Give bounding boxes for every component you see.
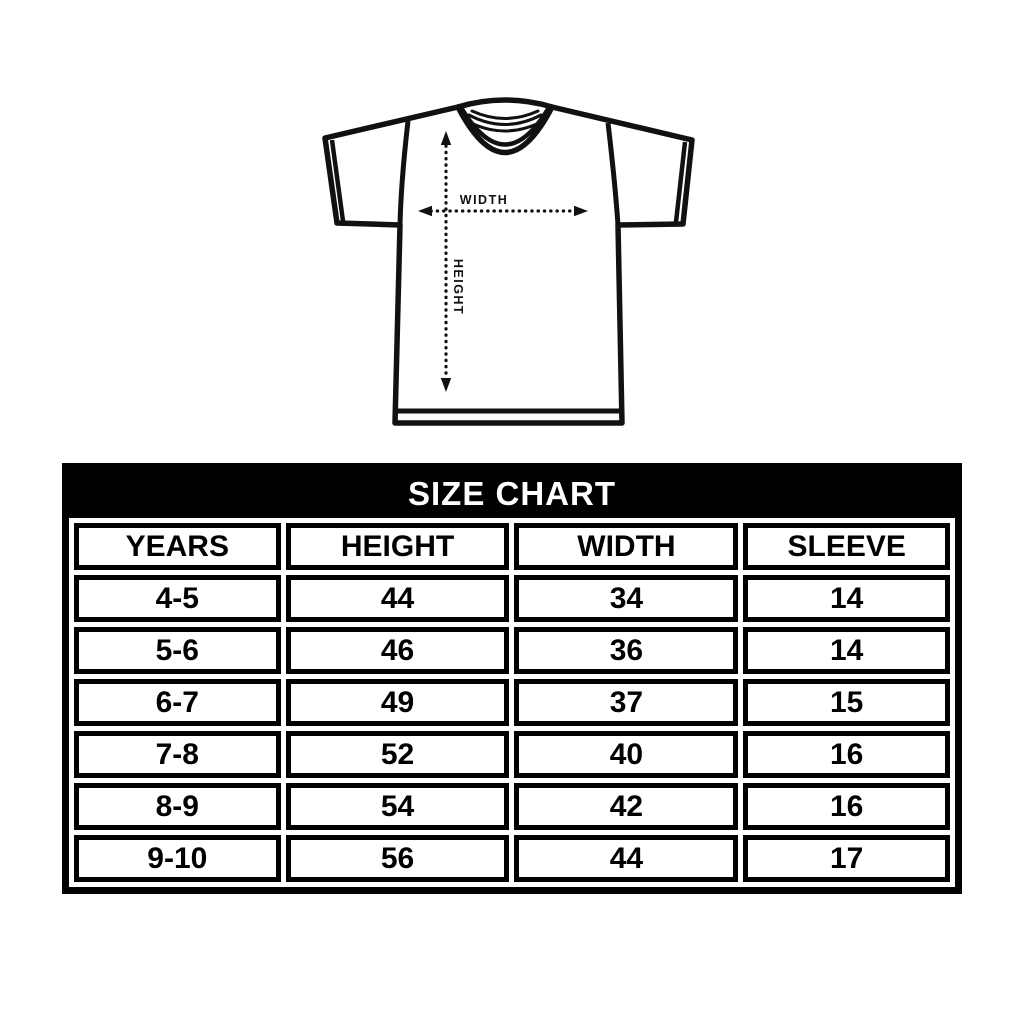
table-cell: 16	[743, 731, 950, 778]
col-header-height: HEIGHT	[285, 523, 510, 570]
table-cell: 8-9	[74, 783, 281, 830]
table-row: 9-10 56 44 17	[74, 835, 950, 882]
table-row: 7-8 52 40 16	[74, 731, 950, 778]
table-row: 4-5 44 34 14	[74, 575, 950, 622]
right-armhole-seam	[605, 122, 621, 226]
width-arrowhead-right	[574, 205, 588, 217]
left-cuff-line	[329, 139, 346, 222]
left-armhole-seam	[397, 120, 411, 226]
table-cell: 7-8	[74, 731, 281, 778]
table-cell: 14	[743, 575, 950, 622]
col-header-sleeve: SLEEVE	[743, 523, 950, 570]
table-cell: 56	[285, 835, 510, 882]
table-header-row: YEARS HEIGHT WIDTH SLEEVE	[74, 523, 950, 570]
table-cell: 44	[285, 575, 510, 622]
table-row: 5-6 46 36 14	[74, 627, 950, 674]
table-cell: 40	[514, 731, 739, 778]
table-cell: 4-5	[74, 575, 281, 622]
width-arrowhead-left	[418, 205, 432, 217]
table-cell: 52	[285, 731, 510, 778]
table-cell: 46	[285, 627, 510, 674]
table-cell: 44	[514, 835, 739, 882]
table-cell: 16	[743, 783, 950, 830]
table-cell: 5-6	[74, 627, 281, 674]
size-table-body: 4-5 44 34 14 5-6 46 36 14 6-7 49 37 15 7-8 52 40 16 8-9 5…	[74, 575, 950, 882]
table-cell: 54	[285, 783, 510, 830]
width-dimension-label: WIDTH	[460, 193, 508, 207]
table-cell: 9-10	[74, 835, 281, 882]
table-cell: 42	[514, 783, 739, 830]
table-cell: 49	[285, 679, 510, 726]
table-row: 8-9 54 42 16	[74, 783, 950, 830]
height-dimension-label: HEIGHT	[451, 259, 465, 315]
size-table: YEARS HEIGHT WIDTH SLEEVE 4-5 44 34 14 5-6 46…	[69, 518, 955, 887]
table-row: 6-7 49 37 15	[74, 679, 950, 726]
collar-outer-line	[455, 104, 555, 155]
tshirt-diagram: WIDTH HEIGHT	[322, 97, 695, 426]
col-header-years: YEARS	[74, 523, 281, 570]
collar-rib-line	[463, 118, 547, 133]
size-chart-table: SIZE CHART YEARS HEIGHT WIDTH SLEEVE 4-5…	[62, 463, 962, 894]
table-cell: 36	[514, 627, 739, 674]
table-title: SIZE CHART	[69, 470, 955, 518]
tshirt-outline	[322, 97, 695, 426]
table-cell: 6-7	[74, 679, 281, 726]
table-cell: 14	[743, 627, 950, 674]
table-cell: 17	[743, 835, 950, 882]
height-arrowhead-bottom	[440, 378, 452, 392]
table-cell: 15	[743, 679, 950, 726]
height-arrowhead-top	[440, 131, 452, 145]
table-cell: 34	[514, 575, 739, 622]
collar-rib-line	[470, 109, 540, 120]
collar-rib-line	[467, 113, 543, 126]
table-cell: 37	[514, 679, 739, 726]
col-header-width: WIDTH	[514, 523, 739, 570]
right-cuff-line	[673, 141, 688, 223]
